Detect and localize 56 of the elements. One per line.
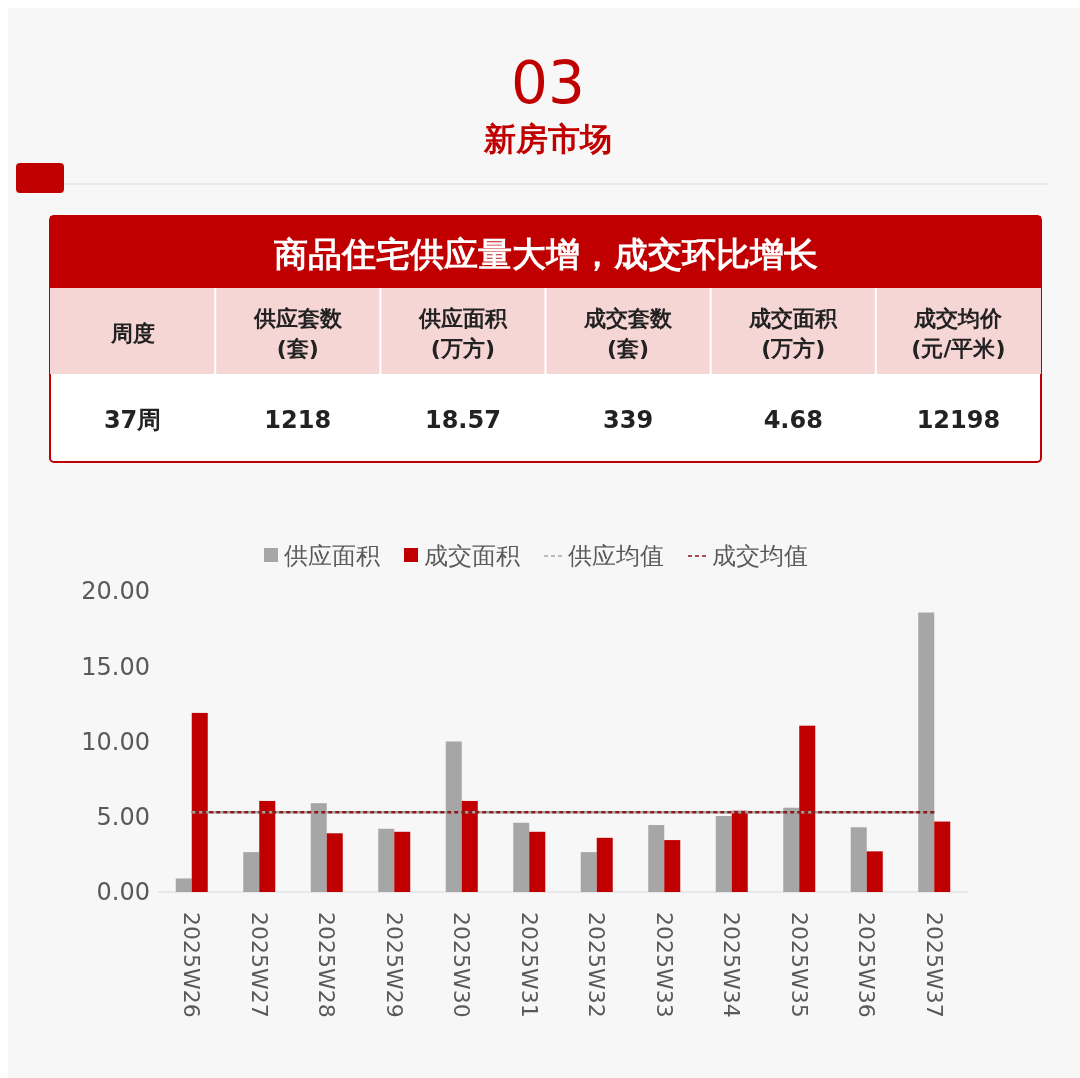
category-label: 周度 [109, 321, 155, 346]
bar [731, 810, 748, 892]
bar [191, 712, 208, 892]
text: 18.57 [424, 406, 501, 434]
x-tick-label: 2025W29 [381, 912, 407, 1018]
x-tick-label: 2025W36 [854, 912, 880, 1018]
x-tick-label: 2025W30 [449, 912, 475, 1018]
x-tick-label: 2025W27 [246, 912, 272, 1018]
bar [378, 828, 395, 892]
bar [596, 837, 613, 892]
bar [461, 800, 478, 892]
bar [513, 822, 530, 892]
category-label: 供应面积 (万方) [417, 306, 508, 361]
text: 新房市场 [483, 120, 612, 158]
bar [866, 851, 883, 892]
text: 03 [511, 49, 585, 117]
y-tick-label: 0.00 [96, 878, 150, 907]
y-tick-label: 5.00 [96, 803, 150, 832]
category-label: 成交均价 (元/平米) [911, 306, 1006, 361]
x-tick-label: 2025W31 [516, 912, 542, 1018]
y-tick-label: 10.00 [81, 727, 150, 756]
bar [175, 878, 192, 892]
y-tick-label: 20.00 [81, 577, 150, 606]
bar [326, 833, 343, 892]
category-label: 成交套数 (套) [583, 306, 674, 361]
y-tick-label: 15.00 [81, 652, 150, 681]
bar [243, 852, 260, 892]
bar [580, 852, 597, 892]
text: 4.68 [763, 406, 823, 434]
text: 37周 [103, 406, 162, 434]
bar [394, 831, 411, 892]
bar [529, 831, 546, 892]
x-tick-label: 2025W35 [786, 912, 812, 1018]
x-tick-label: 2025W37 [921, 912, 947, 1018]
legend-label: 成交均值 [712, 542, 808, 571]
category-label: 供应套数 (套) [252, 306, 343, 361]
text: 339 [603, 406, 654, 434]
bar [648, 825, 665, 892]
text: 12198 [916, 406, 1001, 434]
x-tick-label: 2025W33 [651, 912, 677, 1018]
text: 商品住宅供应量大增，成交环比增长 [273, 234, 818, 274]
bar [850, 827, 867, 892]
x-tick-label: 2025W26 [179, 912, 205, 1018]
bar [664, 840, 681, 892]
bar [799, 725, 816, 892]
legend-label: 成交面积 [424, 542, 520, 571]
x-tick-label: 2025W28 [314, 912, 340, 1018]
legend-label: 供应均值 [568, 542, 664, 571]
bar [934, 821, 951, 892]
bar [715, 816, 732, 892]
legend-label: 供应面积 [284, 542, 380, 571]
x-tick-label: 2025W32 [584, 912, 610, 1018]
bar [259, 800, 276, 892]
text: 1218 [264, 406, 332, 434]
category-label: 成交面积 (万方) [748, 306, 839, 361]
x-tick-label: 2025W34 [719, 912, 745, 1018]
